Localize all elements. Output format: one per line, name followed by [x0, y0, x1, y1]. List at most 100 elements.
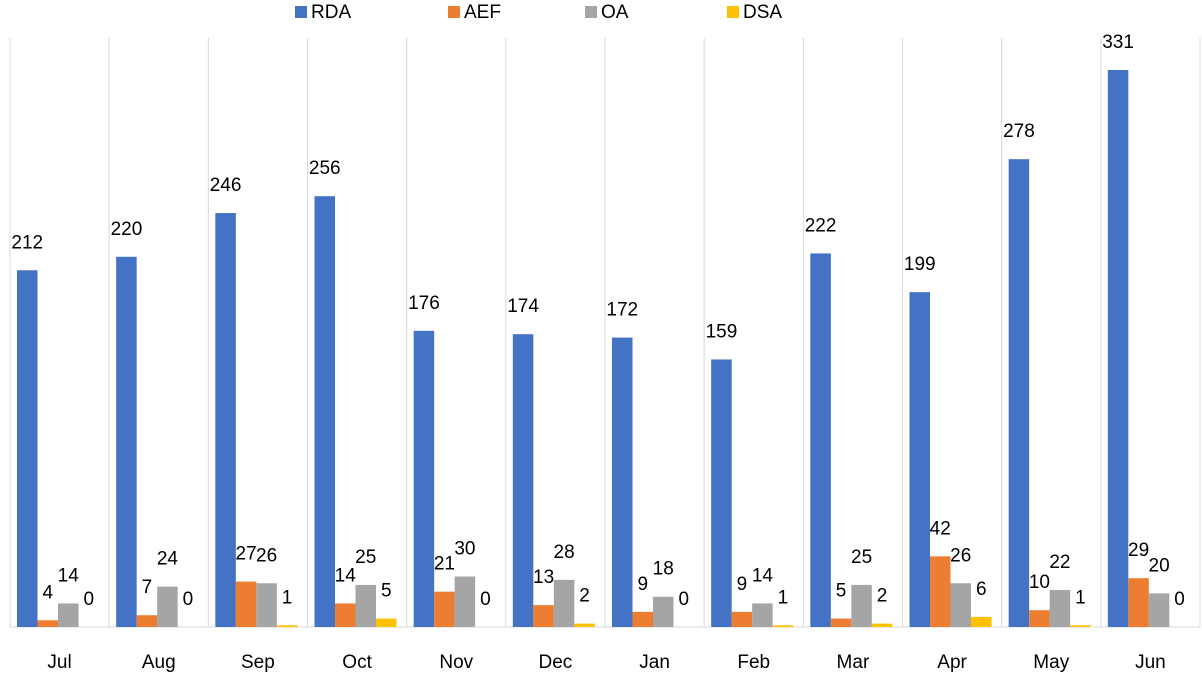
data-label: 278: [1003, 121, 1035, 142]
bar: [612, 337, 633, 627]
bar: [256, 583, 277, 627]
data-label: 2: [877, 586, 888, 607]
legend-swatch: [585, 6, 597, 18]
bar: [434, 591, 455, 627]
legend-swatch: [295, 6, 307, 18]
bar: [355, 584, 376, 627]
bar: [1049, 589, 1071, 627]
bar: [1029, 610, 1050, 627]
x-tick-label: Aug: [142, 652, 176, 673]
data-label: 18: [653, 559, 674, 580]
x-tick-label: May: [1033, 652, 1069, 673]
bar: [909, 292, 930, 627]
bar: [711, 359, 732, 627]
data-label: 42: [930, 518, 951, 539]
bar: [512, 334, 534, 627]
bar: [215, 213, 236, 627]
legend-label: OA: [601, 2, 629, 23]
data-label: 1: [778, 587, 789, 608]
data-label: 14: [752, 565, 774, 586]
data-label: 0: [480, 589, 491, 610]
data-label: 14: [335, 565, 357, 586]
data-label: 331: [1102, 32, 1134, 53]
data-label: 14: [58, 565, 80, 586]
bar: [653, 596, 674, 627]
data-label: 1: [1075, 587, 1086, 608]
data-label: 4: [42, 582, 53, 603]
bar: [1008, 159, 1030, 627]
x-tick-label: Nov: [439, 652, 473, 673]
data-label: 25: [851, 547, 872, 568]
bar: [574, 623, 595, 627]
data-label: 5: [381, 581, 392, 602]
bar: [37, 620, 58, 627]
data-label: 0: [678, 589, 689, 610]
bar: [157, 586, 178, 627]
bar: [314, 196, 335, 627]
bar: [752, 603, 773, 627]
bar: [116, 256, 137, 627]
legend-label: AEF: [464, 2, 501, 23]
data-label: 0: [183, 589, 194, 610]
bar: [376, 618, 397, 627]
data-label: 176: [408, 293, 440, 314]
data-label: 246: [210, 175, 242, 196]
data-label: 212: [11, 232, 43, 253]
x-tick-label: Feb: [737, 652, 770, 673]
bar: [1148, 593, 1170, 627]
data-label: 220: [111, 219, 143, 240]
x-tick-label: Sep: [241, 652, 275, 673]
x-tick-label: Oct: [342, 652, 372, 673]
legend-swatch: [727, 6, 739, 18]
bar: [950, 583, 971, 627]
bar: [971, 616, 992, 627]
data-label: 13: [533, 567, 554, 588]
bar: [830, 618, 852, 627]
data-label: 222: [805, 215, 837, 236]
bar: [731, 611, 753, 627]
bar: [454, 576, 476, 627]
data-label: 20: [1149, 555, 1170, 576]
x-tick-label: Jun: [1135, 652, 1166, 673]
data-label: 26: [950, 545, 971, 566]
x-tick-label: Jul: [47, 652, 71, 673]
x-tick-label: Dec: [539, 652, 573, 673]
data-label: 27: [236, 544, 257, 565]
bar: [851, 584, 872, 627]
legend-label: RDA: [311, 2, 351, 23]
data-label: 7: [142, 577, 153, 598]
bar: [17, 270, 38, 627]
x-tick-label: Mar: [837, 652, 870, 673]
data-label: 0: [83, 589, 94, 610]
bar: [772, 625, 794, 627]
x-tick-label: Apr: [937, 652, 967, 673]
data-label: 256: [309, 158, 341, 179]
bar: [1128, 578, 1149, 627]
data-label: 159: [706, 321, 738, 342]
bar: [930, 556, 951, 627]
bar: [58, 603, 79, 627]
bar: [533, 605, 554, 627]
bar: [553, 579, 575, 627]
bar: [1107, 70, 1129, 627]
bar: [335, 603, 356, 627]
data-label: 2: [579, 586, 590, 607]
bar: [810, 253, 831, 627]
data-label: 174: [507, 296, 539, 317]
bar: [276, 625, 298, 627]
data-label: 10: [1029, 572, 1050, 593]
legend-label: DSA: [743, 2, 782, 23]
bar: [413, 330, 435, 627]
data-label: 25: [355, 547, 376, 568]
legend-swatch: [448, 6, 460, 18]
data-label: 22: [1049, 552, 1070, 573]
data-label: 1: [282, 587, 293, 608]
data-label: 26: [256, 545, 277, 566]
data-label: 30: [454, 539, 475, 560]
data-label: 172: [606, 300, 638, 321]
data-label: 9: [737, 574, 748, 595]
data-label: 29: [1128, 540, 1149, 561]
data-label: 9: [637, 574, 648, 595]
